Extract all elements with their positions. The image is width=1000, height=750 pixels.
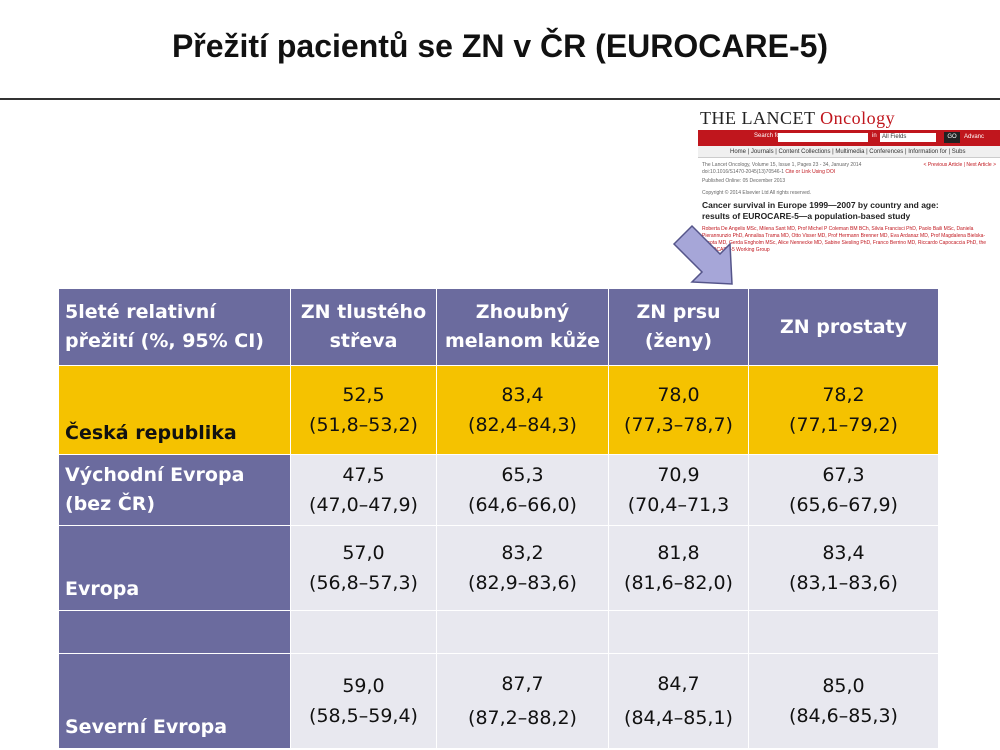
lancet-authors[interactable]: Roberta De Angelis MSc, Milena Sant MD, … <box>702 226 987 253</box>
table-cell: 83,2 (82,9–83,6) <box>436 525 609 611</box>
table-cell <box>748 610 939 654</box>
lancet-copyright: Copyright © 2014 Elsevier Ltd All rights… <box>702 190 812 196</box>
table-row: Východní Evropa (bez ČR) 47,5 (47,0–47,9)… <box>58 454 939 526</box>
row-label: Východní Evropa (bez ČR) <box>58 454 291 526</box>
lancet-meta-line1: The Lancet Oncology, Volume 15, Issue 1,… <box>702 162 862 168</box>
lancet-logo-sub: Oncology <box>820 108 896 128</box>
table-cell: 85,0 (84,6–85,3) <box>748 653 939 749</box>
table-cell: 67,3 (65,6–67,9) <box>748 454 939 526</box>
table-cell: 57,0 (56,8–57,3) <box>290 525 437 611</box>
pointer-arrow-icon <box>672 224 733 285</box>
row-label: Evropa <box>58 525 291 611</box>
lancet-search-bar: Search for in All Fields GO Advanc <box>698 130 1000 146</box>
row-label: Severní Evropa <box>58 653 291 749</box>
lancet-go-button[interactable]: GO <box>944 132 960 143</box>
table-row: Severní Evropa 59,0 (58,5–59,4) 87,7 (87,2… <box>58 653 939 749</box>
table-cell: 84,7 (84,4–85,1) <box>608 653 749 749</box>
header-metric: 5leté relativní přežití (%, 95% CI) <box>58 288 291 366</box>
lancet-logo-main: THE LANCET <box>700 108 816 128</box>
table-cell: 65,3 (64,6–66,0) <box>436 454 609 526</box>
table-cell: 78,2 (77,1–79,2) <box>748 365 939 455</box>
title-divider <box>0 98 1000 100</box>
lancet-published: Published Online: 05 December 2013 <box>702 178 786 184</box>
table-cell: 52,5 (51,8–53,2) <box>290 365 437 455</box>
table-row: Evropa 57,0 (56,8–57,3) 83,2 (82,9–83,6) 8… <box>58 525 939 611</box>
header-prostate: ZN prostaty <box>748 288 939 366</box>
table-row-empty <box>58 610 939 654</box>
table-row: Česká republika 52,5 (51,8–53,2) 83,4 (82,… <box>58 365 939 455</box>
table-cell: 81,8 (81,6–82,0) <box>608 525 749 611</box>
table-cell <box>436 610 609 654</box>
header-breast: ZN prsu (ženy) <box>608 288 749 366</box>
slide-title: Přežití pacientů se ZN v ČR (EUROCARE-5) <box>171 28 829 64</box>
table-cell <box>290 610 437 654</box>
table-cell: 59,0 (58,5–59,4) <box>290 653 437 749</box>
row-label <box>58 610 291 654</box>
table-cell <box>608 610 749 654</box>
table-cell: 47,5 (47,0–47,9) <box>290 454 437 526</box>
table-cell: 83,4 (82,4–84,3) <box>436 365 609 455</box>
row-label: Česká republika <box>58 365 291 455</box>
lancet-doi-link[interactable]: Cite or Link Using DOI <box>785 169 836 175</box>
header-melanoma: Zhoubný melanom kůže <box>436 288 609 366</box>
lancet-article-thumbnail: THE LANCET Oncology Search for in All Fi… <box>698 102 1000 274</box>
table-cell: 83,4 (83,1–83,6) <box>748 525 939 611</box>
table-header-row: 5leté relativní přežití (%, 95% CI) ZN t… <box>58 288 939 366</box>
lancet-meta: The Lancet Oncology, Volume 15, Issue 1,… <box>702 162 996 185</box>
lancet-meta-doi: doi:10.1016/S1470-2045(13)70546-1 <box>702 169 785 175</box>
table-cell: 70,9 (70,4–71,3 <box>608 454 749 526</box>
lancet-search-input[interactable] <box>778 133 868 142</box>
header-colon: ZN tlustého střeva <box>290 288 437 366</box>
lancet-logo: THE LANCET Oncology <box>700 108 895 129</box>
lancet-search-in: in <box>872 133 877 139</box>
table-cell: 87,7 (87,2–88,2) <box>436 653 609 749</box>
survival-table: 5leté relativní přežití (%, 95% CI) ZN t… <box>58 288 939 749</box>
lancet-scope-select[interactable]: All Fields <box>880 133 936 142</box>
lancet-headline: Cancer survival in Europe 1999—2007 by c… <box>702 200 939 221</box>
lancet-article-nav[interactable]: < Previous Article | Next Article > <box>923 162 996 168</box>
lancet-nav[interactable]: Home | Journals | Content Collections | … <box>698 146 1000 158</box>
lancet-advanced-link[interactable]: Advanc <box>964 134 985 140</box>
lancet-search-label: Search for <box>754 133 782 139</box>
table-cell: 78,0 (77,3–78,7) <box>608 365 749 455</box>
